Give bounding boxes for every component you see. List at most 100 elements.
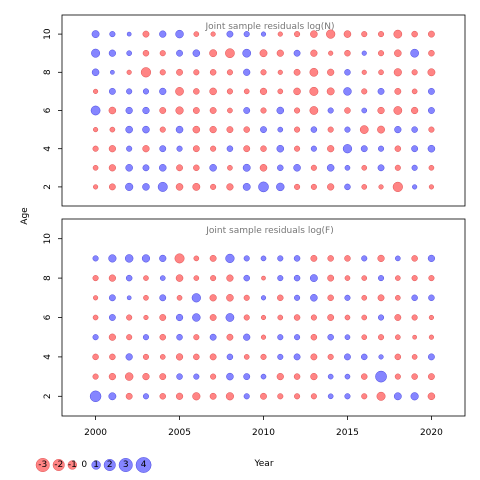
residual-bubble <box>126 295 132 301</box>
residual-bubble <box>261 275 266 281</box>
residual-bubble <box>277 31 283 37</box>
residual-bubble <box>226 294 234 302</box>
residual-bubble <box>176 164 183 172</box>
residual-bubble <box>411 30 418 38</box>
residual-bubble <box>277 88 284 95</box>
residual-bubble <box>209 126 217 134</box>
y-tick-label: 6 <box>43 314 53 320</box>
residual-bubble <box>260 314 267 321</box>
residual-bubble <box>226 69 233 76</box>
residual-bubble <box>209 49 218 58</box>
residual-bubble <box>344 294 351 301</box>
residual-bubble <box>243 333 251 341</box>
residual-bubble <box>393 106 403 115</box>
residual-bubble <box>109 31 116 38</box>
residual-bubble <box>293 314 301 321</box>
residual-bubble <box>327 126 334 133</box>
residual-bubble <box>394 164 401 171</box>
residual-bubble <box>126 334 133 341</box>
residual-bubble <box>277 314 284 321</box>
residual-bubble <box>108 145 116 153</box>
residual-bubble <box>260 334 267 340</box>
residual-bubble <box>90 105 101 116</box>
residual-bubble <box>310 314 317 321</box>
residual-bubble <box>393 68 402 77</box>
residual-bubble <box>361 294 368 301</box>
residual-bubble <box>378 145 385 152</box>
residual-bubble <box>92 334 99 341</box>
residual-bubble <box>293 68 301 76</box>
residual-bubble <box>91 48 101 58</box>
residual-bubble <box>209 314 217 321</box>
residual-bubble <box>226 126 234 134</box>
residual-bubble <box>260 126 267 134</box>
residual-bubble <box>309 86 319 96</box>
residual-bubble <box>361 69 367 75</box>
residual-bubble <box>209 69 217 76</box>
residual-bubble <box>243 274 250 282</box>
residual-bubble <box>142 334 149 341</box>
residual-bubble <box>92 255 99 262</box>
residual-bubble <box>378 275 385 282</box>
residual-bubble <box>378 31 385 38</box>
residual-bubble <box>310 353 318 361</box>
residual-bubble <box>378 334 385 341</box>
residual-bubble <box>293 49 301 57</box>
legend-label: 4 <box>141 460 147 470</box>
residual-bubble <box>377 294 385 302</box>
residual-bubble <box>411 88 418 95</box>
residual-bubble <box>108 183 116 191</box>
residual-bubble <box>411 126 418 133</box>
residual-bubble <box>394 373 401 380</box>
y-tick-label: 8 <box>43 275 53 281</box>
residual-bubble <box>192 49 201 57</box>
residual-bubble <box>258 181 269 193</box>
residual-bubble <box>126 31 132 37</box>
residual-bubble <box>427 392 436 401</box>
residual-bubble <box>410 392 419 401</box>
residual-bubble <box>428 30 435 38</box>
residual-bubble <box>376 391 386 401</box>
residual-bubble <box>225 313 235 322</box>
residual-bubble <box>125 274 133 282</box>
residual-bubble <box>327 333 334 341</box>
residual-bubble <box>210 31 216 37</box>
residual-bubble <box>377 87 385 95</box>
residual-bubble <box>343 30 352 38</box>
legend-bubble <box>91 460 101 470</box>
residual-bubble <box>93 127 99 133</box>
residual-bubble <box>175 29 184 39</box>
residual-bubble <box>309 274 318 283</box>
residual-bubble <box>126 50 132 57</box>
residual-bubble <box>108 274 116 282</box>
y-tick-label: 4 <box>43 354 53 360</box>
residual-bubble <box>276 106 285 115</box>
residual-bubble <box>428 184 434 190</box>
residual-bubble <box>310 126 318 133</box>
residual-bubble <box>209 87 217 96</box>
residual-bubble <box>342 144 353 154</box>
residual-bubble <box>361 107 368 114</box>
residual-bubble <box>108 254 117 263</box>
residual-bubble <box>361 31 368 38</box>
residual-bubble <box>108 49 116 57</box>
residual-bubble <box>344 49 351 57</box>
residual-bubble <box>243 294 250 301</box>
residual-bubble <box>360 145 368 153</box>
residual-bubble <box>411 164 418 171</box>
residual-bubble <box>411 373 418 380</box>
residual-bubble <box>327 373 334 380</box>
legend-label: 1 <box>93 460 99 470</box>
residual-bubble <box>327 353 334 360</box>
residual-bubble <box>260 69 267 76</box>
residual-bubble <box>92 145 99 152</box>
y-tick-label: 8 <box>43 69 53 75</box>
residual-bubble <box>344 314 351 321</box>
residual-bubble <box>276 144 285 153</box>
residual-bubble <box>175 274 184 282</box>
residual-bubble <box>143 314 149 321</box>
residual-bubble <box>361 50 367 56</box>
residual-bubble <box>175 183 184 191</box>
y-tick-label: 10 <box>43 233 53 245</box>
residual-bubble <box>428 87 435 95</box>
